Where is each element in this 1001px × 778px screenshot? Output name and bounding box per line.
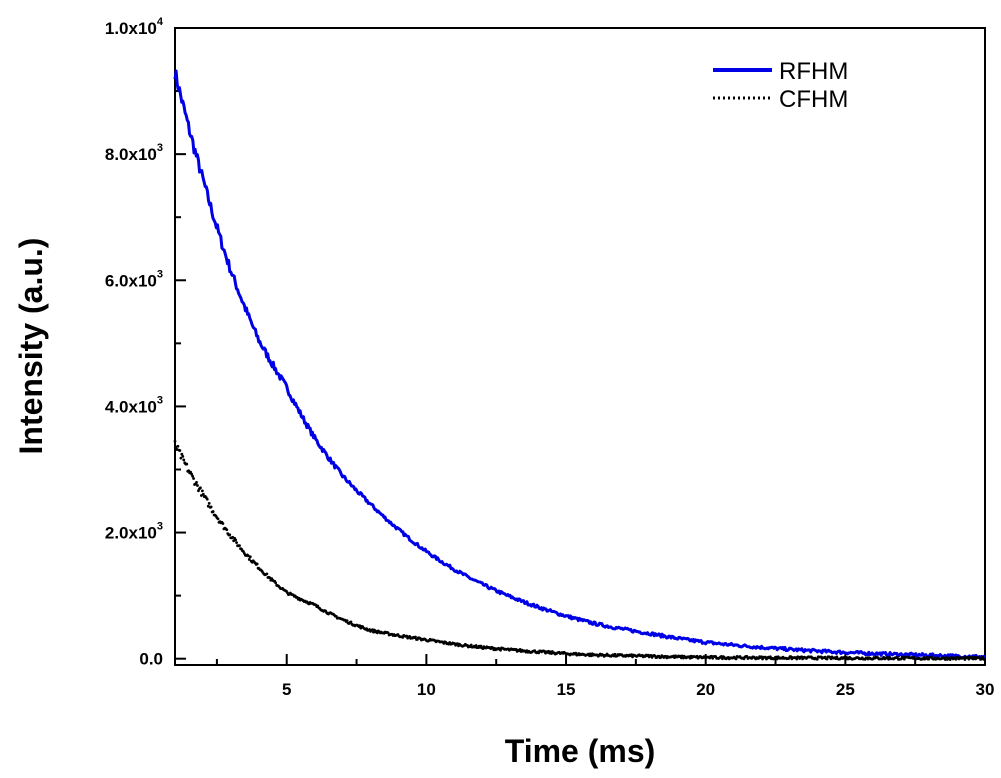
series-point [345, 619, 349, 623]
x-tick-label: 10 [417, 680, 436, 699]
y-tick-label: 8.0x103 [105, 142, 163, 164]
series-point [228, 533, 232, 537]
x-tick-label: 15 [557, 680, 576, 699]
series-point [182, 458, 186, 462]
series-point [199, 486, 202, 490]
series-point [265, 572, 269, 576]
series-layer [173, 69, 987, 662]
series-point [190, 472, 194, 476]
series-point [180, 452, 184, 456]
series-point [173, 439, 177, 443]
series-point [386, 631, 390, 635]
series-point [815, 657, 819, 661]
series-point [235, 541, 238, 545]
series-point [192, 477, 195, 480]
plot-frame [174, 27, 986, 666]
series-point [255, 562, 259, 566]
y-tick-label: 0.0 [139, 650, 163, 669]
series-point [248, 555, 252, 559]
legend-label-cfhm: CFHM [779, 86, 848, 113]
series-point [207, 502, 211, 505]
y-tick-label: 2.0x103 [105, 521, 163, 543]
series-point [216, 517, 220, 521]
series-point [825, 657, 829, 661]
series-point [181, 455, 185, 458]
series-point [178, 449, 182, 452]
x-tick-label: 25 [836, 680, 855, 699]
series-point [414, 635, 417, 639]
series-point [179, 456, 183, 460]
series-point [211, 510, 215, 513]
x-tick-label: 5 [282, 680, 291, 699]
y-axis-ticks: 0.0 2.0x103 4.0x103 6.0x103 8.0x103 1.0x104 [105, 16, 186, 669]
y-tick-label: 6.0x103 [105, 268, 163, 290]
series-point [200, 489, 204, 493]
x-tick-label: 30 [976, 680, 995, 699]
series-point [196, 484, 199, 487]
series-point [234, 538, 238, 542]
y-tick-label: 4.0x103 [105, 394, 163, 416]
series-point [983, 658, 986, 662]
series-point [349, 620, 353, 624]
x-tick-label: 20 [696, 680, 715, 699]
series-point [499, 648, 502, 652]
series-point [225, 528, 229, 532]
x-axis-title: Time (ms) [505, 733, 656, 769]
series-point [195, 481, 198, 484]
series-point [474, 644, 478, 647]
series-point [247, 558, 251, 561]
series-point [795, 657, 799, 661]
series-point [201, 492, 205, 496]
x-axis-ticks: 5 10 15 20 25 30 [215, 654, 995, 699]
series-point [205, 497, 209, 501]
legend-label-rfhm: RFHM [779, 58, 848, 85]
series-point [221, 522, 225, 525]
series-point [209, 505, 213, 509]
y-axis-title: Intensity (a.u.) [13, 238, 49, 455]
series-point [238, 544, 241, 547]
series-point [469, 643, 473, 647]
series-point [274, 581, 278, 585]
series-point [185, 462, 189, 466]
series-point [734, 657, 738, 661]
series-line-rfhm [173, 69, 987, 660]
series-point [176, 444, 180, 448]
series-point [191, 474, 195, 478]
y-tick-label: 1.0x104 [105, 16, 164, 38]
series-points-cfhm [173, 439, 986, 662]
